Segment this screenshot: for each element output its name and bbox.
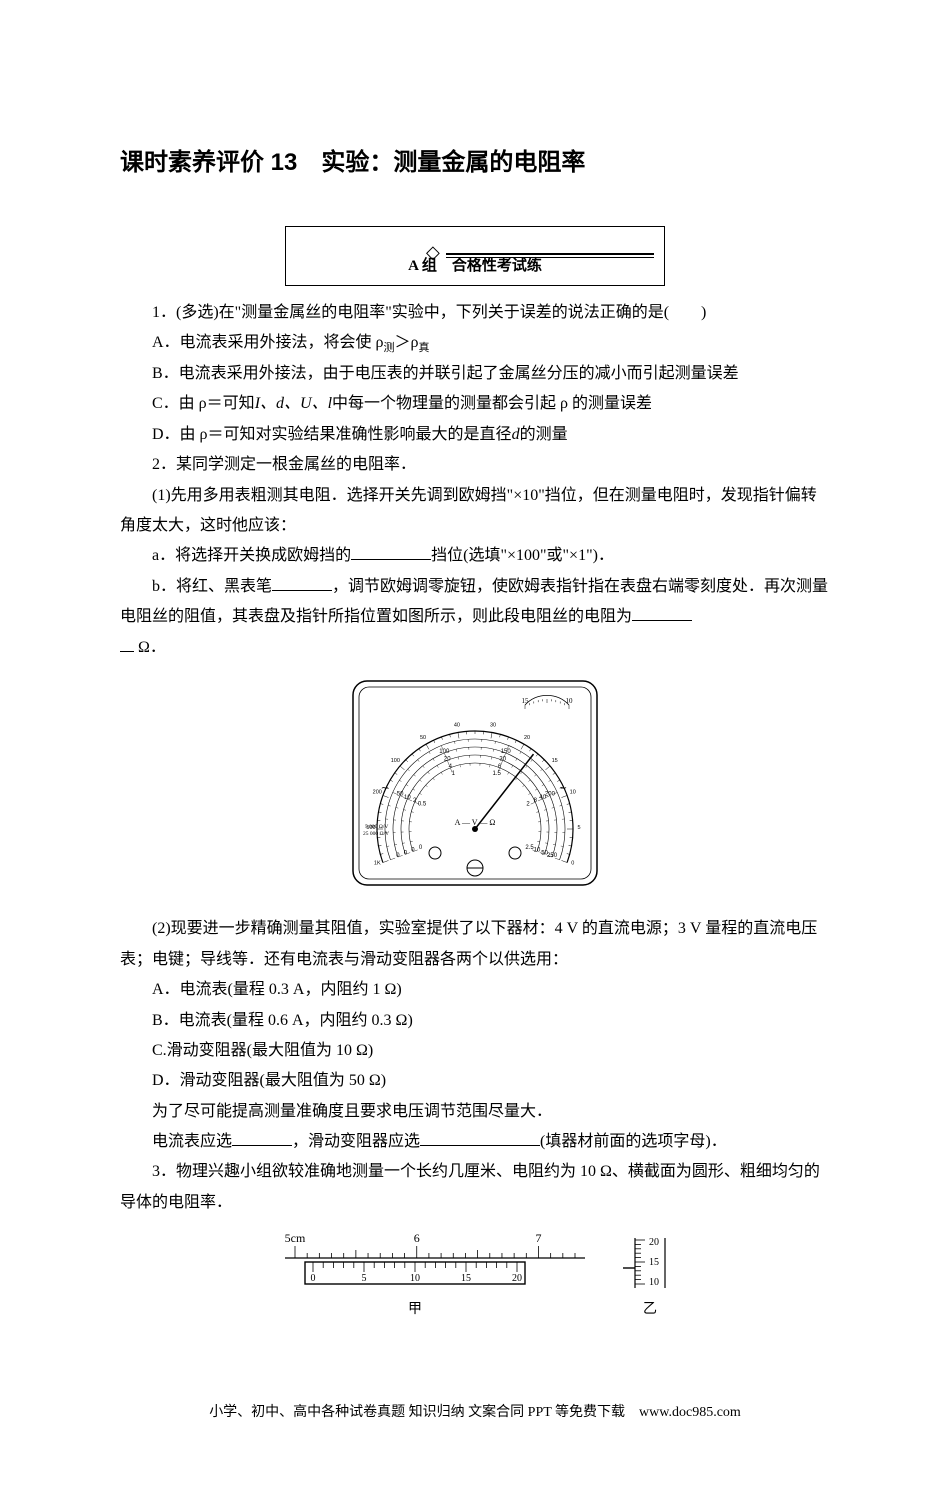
- q1-C-post: 中每一个物理量的测量都会引起 ρ 的测量误差: [332, 395, 652, 412]
- q1-A-mid: ＞ρ: [395, 334, 419, 351]
- q1-stem: 1．(多选)在"测量金属丝的电阻率"实验中，下列关于误差的说法正确的是( ): [120, 298, 830, 328]
- caliper-right-label: 乙: [643, 1301, 657, 1317]
- q2-optA: A．电流表(量程 0.3 A，内阻约 1 Ω): [120, 975, 830, 1005]
- svg-text:15: 15: [649, 1257, 659, 1268]
- svg-text:10: 10: [570, 789, 576, 795]
- svg-text:1.5: 1.5: [493, 771, 502, 777]
- small-dial-15: 15: [522, 697, 530, 705]
- svg-text:40: 40: [539, 795, 546, 801]
- caliper-svg: 5cm 6 7 0 5 10 15 20 甲 20 15 10 乙: [265, 1228, 685, 1328]
- q2-b: b．将红、黑表笔，调节欧姆调零旋钮，使欧姆表指针指在表盘右端零刻度处．再次测量电…: [120, 572, 830, 633]
- q2-stem: 2．某同学测定一根金属丝的电阻率．: [120, 450, 830, 480]
- small-dial-10: 10: [566, 697, 574, 705]
- svg-text:100: 100: [391, 758, 400, 764]
- svg-text:5: 5: [362, 1273, 367, 1284]
- svg-text:0: 0: [311, 1273, 316, 1284]
- q2-p3: 为了尽可能提高测量准确度且要求电压调节范围尽量大．: [120, 1097, 830, 1127]
- q2-optD: D．滑动变阻器(最大阻值为 50 Ω): [120, 1066, 830, 1096]
- q2-p2: (2)现要进一步精确测量其阻值，实验室提供了以下器材：4 V 的直流电源；3 V…: [120, 914, 830, 975]
- svg-text:20: 20: [444, 756, 451, 762]
- svg-text:7: 7: [535, 1231, 541, 1245]
- q1-A-sub2: 真: [419, 342, 430, 354]
- caliper-figure: 5cm 6 7 0 5 10 15 20 甲 20 15 10 乙: [120, 1228, 830, 1339]
- svg-text:150: 150: [501, 749, 512, 755]
- page-footer: 小学、初中、高中各种试卷真题 知识归纳 文案合同 PPT 等免费下载 www.d…: [120, 1400, 830, 1427]
- tilde-right: ∼: [559, 783, 567, 794]
- svg-text:30: 30: [490, 723, 496, 729]
- q2-p4-post: (填器材前面的选项字母)．: [540, 1133, 727, 1150]
- svg-text:10: 10: [410, 1273, 420, 1284]
- svg-text:10: 10: [404, 795, 411, 801]
- q1-C-pre: C．由 ρ＝: [152, 395, 223, 412]
- svg-text:50: 50: [541, 850, 548, 856]
- q3-stem: 3．物理兴趣小组欲较准确地测量一个长约几厘米、电阻约为 10 Ω、横截面为圆形、…: [120, 1157, 830, 1218]
- svg-text:50: 50: [397, 792, 404, 798]
- q2-a-pre: a．将选择开关换成欧姆挡的: [152, 547, 351, 564]
- tilde-left: ∼: [381, 783, 389, 794]
- q2-p4: 电流表应选 ，滑动变阻器应选 (填器材前面的选项字母)．: [120, 1127, 830, 1157]
- q2-optC: C.滑动变阻器(最大阻值为 10 Ω): [120, 1036, 830, 1066]
- q1-D-var: d: [512, 426, 520, 443]
- section-a-label: A 组 合格性考试练: [286, 252, 664, 281]
- svg-text:100: 100: [439, 749, 450, 755]
- svg-text:250: 250: [547, 853, 558, 859]
- svg-text:10: 10: [534, 848, 541, 854]
- multimeter-figure: 15 10 1K50020010050403020151050050100150…: [120, 673, 830, 904]
- q2-optB: B．电流表(量程 0.6 A，内阻约 0.3 Ω): [120, 1006, 830, 1036]
- multimeter-svg: 15 10 1K50020010050403020151050050100150…: [345, 673, 605, 893]
- svg-text:50: 50: [420, 735, 426, 741]
- blank-b1[interactable]: [272, 574, 332, 591]
- blank-amm[interactable]: [232, 1129, 292, 1146]
- blank-a[interactable]: [351, 543, 431, 560]
- q1-D-mid: 可知对实验结果准确性影响最大的是直径: [224, 426, 512, 443]
- q1-optD: D．由 ρ＝可知对实验结果准确性影响最大的是直径d的测量: [120, 420, 830, 450]
- svg-text:30: 30: [499, 756, 506, 762]
- blank-b2[interactable]: [632, 604, 692, 621]
- q1-A-sub1: 测: [384, 342, 395, 354]
- svg-text:2.5: 2.5: [525, 845, 534, 851]
- q1-optA: A．电流表采用外接法，将会使 ρ测＞ρ真: [120, 328, 830, 359]
- page-title: 课时素养评价 13 实验：测量金属的电阻率: [120, 140, 830, 186]
- q1-D-pre: D．由 ρ＝: [152, 426, 224, 443]
- svg-text:20: 20: [512, 1273, 522, 1284]
- sens-1: 5 000 Ω/V: [365, 824, 388, 830]
- svg-text:20: 20: [649, 1237, 659, 1248]
- q2-a: a．将选择开关换成欧姆挡的 挡位(选填"×100"或"×1")．: [120, 541, 830, 571]
- q2-b-unit-line: Ω．: [120, 633, 830, 663]
- caliper-left-label: 甲: [408, 1302, 422, 1317]
- section-a-box: ◇ A 组 合格性考试练: [285, 226, 665, 286]
- q1-optB: B．电流表采用外接法，由于电压表的并联引起了金属丝分压的减小而引起测量误差: [120, 359, 830, 389]
- q2-b-pre: b．将红、黑表笔: [152, 578, 272, 595]
- q2-p1: (1)先用多用表粗测其电阻．选择开关先调到欧姆挡"×10"挡位，但在测量电阻时，…: [120, 481, 830, 542]
- svg-text:20: 20: [524, 735, 530, 741]
- svg-text:5cm: 5cm: [285, 1231, 306, 1245]
- svg-text:1K: 1K: [374, 861, 381, 867]
- q1-C-mid: 可知: [223, 395, 255, 412]
- svg-text:6: 6: [414, 1231, 420, 1245]
- q2-p4-pre: 电流表应选: [152, 1133, 232, 1150]
- blank-b3[interactable]: [120, 635, 134, 652]
- blank-rheo[interactable]: [420, 1129, 540, 1146]
- svg-text:0: 0: [571, 861, 574, 867]
- svg-text:10: 10: [649, 1277, 659, 1288]
- svg-text:15: 15: [461, 1273, 471, 1284]
- q1-D-post: 的测量: [520, 426, 568, 443]
- svg-text:40: 40: [454, 723, 460, 729]
- q1-A-text: A．电流表采用外接法，将会使 ρ: [152, 334, 384, 351]
- svg-text:200: 200: [545, 792, 556, 798]
- svg-text:5: 5: [577, 825, 580, 831]
- q2-p4-mid: ，滑动变阻器应选: [292, 1133, 420, 1150]
- q1-C-vars: I、d、U、l: [255, 395, 332, 412]
- q2-b-unit: Ω．: [134, 639, 166, 656]
- q1-optC: C．由 ρ＝可知I、d、U、l中每一个物理量的测量都会引起 ρ 的测量误差: [120, 389, 830, 419]
- svg-text:0.5: 0.5: [418, 801, 427, 807]
- sens-2: 25 000 Ω/V: [363, 831, 389, 837]
- unit-label: A — V — Ω: [455, 818, 496, 827]
- svg-text:15: 15: [552, 758, 558, 764]
- q2-a-post: 挡位(选填"×100"或"×1")．: [431, 547, 614, 564]
